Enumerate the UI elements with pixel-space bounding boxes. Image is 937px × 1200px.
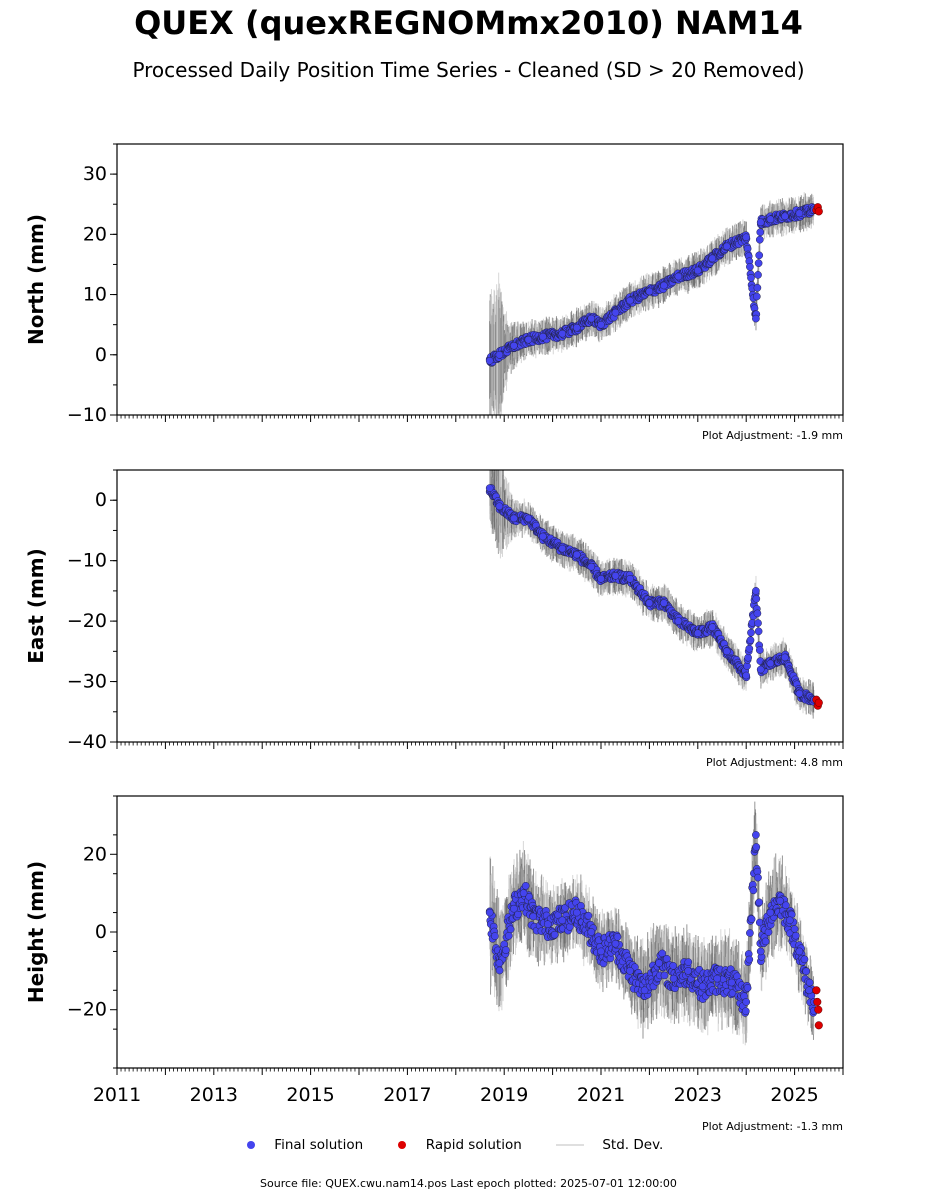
final-solution-point [766,659,775,668]
final-solution-point [756,228,765,237]
final-solution-point [611,571,620,580]
y-tick-label: −40 [67,731,107,753]
final-solution-point [693,266,702,275]
final-solution-point [558,329,567,338]
final-solution-point [539,532,547,541]
final-solution-point [747,628,755,637]
final-solution-point [660,599,668,607]
y-tick-label: 20 [83,223,107,245]
final-solution-point [755,235,764,244]
rapid-solution-point [814,207,823,216]
final-solution-point [611,308,620,317]
final-solution-point [766,215,775,224]
final-solution-point [754,627,763,636]
final-solution-point [742,671,751,680]
final-solution-point [708,623,717,632]
final-solution-point [708,254,717,263]
rapid-solution-point [814,698,823,707]
final-solution-point [746,262,754,271]
plot-adjustment-note: Plot Adjustment: 4.8 mm [706,756,843,769]
final-solution-point [539,332,547,341]
final-solution-point [744,653,752,662]
final-solution-point [521,881,530,890]
final-solution-point [754,259,763,268]
final-solution-point [745,644,754,653]
final-solution-point [747,273,755,282]
final-solution-point [587,562,596,571]
final-solution-point [491,932,499,940]
final-solution-point [506,925,515,934]
y-tick-label: 10 [83,284,107,306]
final-solution-point [693,629,702,638]
final-solution-point [510,514,518,523]
final-solution-point [626,574,634,583]
final-solution-point [752,594,761,603]
plot-adjustment-note: Plot Adjustment: -1.9 mm [702,429,843,442]
y-tick-label: −20 [67,610,107,632]
final-solution-point [626,296,634,305]
final-solution-point [485,356,494,365]
final-solution-point [587,314,596,323]
axes-frame [116,143,844,416]
final-solution-point [755,646,764,654]
final-solution-point [495,502,504,511]
final-solution-point [502,946,510,954]
final-solution-point [674,272,683,281]
y-tick-label: −10 [67,404,107,426]
final-solution-point [572,323,581,332]
final-solution-point [781,212,789,221]
y-tick-label: 30 [83,163,107,185]
final-solution-point [485,484,494,492]
y-axis-label: North (mm) [24,214,48,345]
final-solution-point [755,251,764,260]
final-solution-point [722,647,731,656]
final-solution-point [753,283,762,292]
y-tick-label: −10 [67,550,107,572]
chart-subtitle: Processed Daily Position Time Series - C… [132,58,805,82]
final-solution-point [746,636,755,645]
final-solution-point [795,209,804,218]
y-axis-label: East (mm) [24,548,48,664]
final-solution-point [524,514,533,523]
axes-frame [116,469,844,743]
final-solution-point [597,320,605,329]
final-solution-point [597,574,605,583]
final-solution-point [754,271,762,279]
final-solution-point [752,587,760,595]
y-tick-label: −30 [67,671,107,693]
final-solution-point [753,609,762,618]
final-solution-point [495,966,504,975]
final-solution-point [558,544,567,553]
final-solution-point [660,281,668,290]
final-solution-point [504,931,513,940]
final-solution-point [722,242,731,251]
final-solution-point [752,314,760,323]
final-solution-point [572,550,581,559]
chart-title: QUEX (quexREGNOMmx2010) NAM14 [134,4,803,42]
final-solution-point [754,619,762,627]
y-tick-label: 0 [95,344,107,366]
final-solution-point [510,341,518,350]
final-solution-point [645,287,654,296]
final-solution-point [781,653,789,662]
final-solution-point [742,233,751,242]
final-solution-point [756,665,765,674]
final-solution-point [524,335,533,344]
final-solution-point [795,689,804,698]
final-solution-point [495,350,504,359]
final-solution-point [756,218,765,227]
final-solution-point [674,617,683,625]
final-solution-point [752,292,761,301]
final-solution-point [645,599,654,607]
y-tick-label: 0 [95,489,107,511]
